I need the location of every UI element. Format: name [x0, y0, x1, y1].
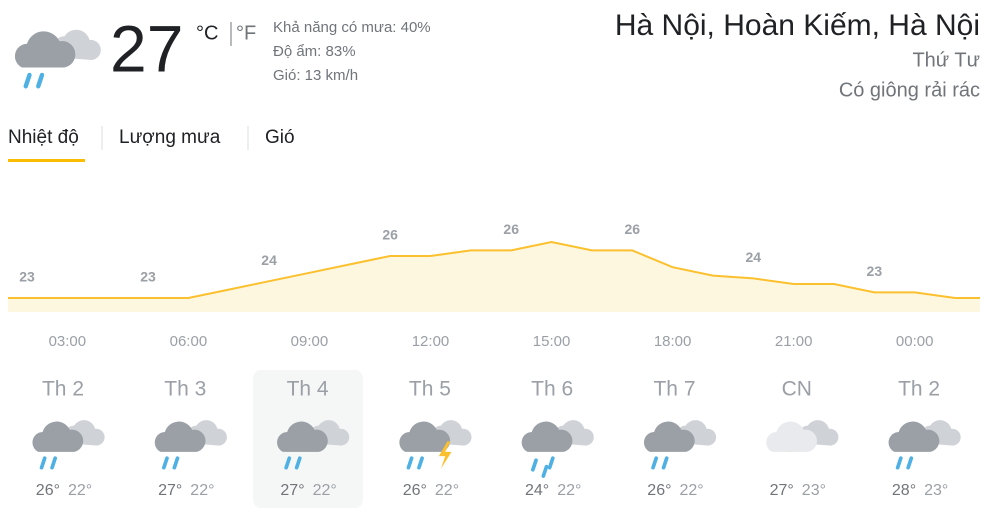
- precipitation: Khả năng có mưa: 40%: [273, 19, 431, 36]
- rain: [895, 456, 903, 470]
- temp-label: 23: [867, 263, 883, 279]
- time-label: 09:00: [291, 333, 329, 350]
- day-high: 28°: [892, 482, 916, 499]
- unit-c[interactable]: °C: [196, 22, 218, 44]
- cloud: [521, 421, 573, 452]
- rain: [23, 72, 32, 89]
- rain: [651, 456, 659, 470]
- day-name: Th 4: [287, 378, 329, 401]
- day-low: 22°: [435, 482, 459, 499]
- temp-label: 23: [140, 269, 156, 285]
- day-name: Th 7: [653, 378, 695, 401]
- day-name: Th 2: [898, 378, 940, 401]
- temp-label: 26: [624, 221, 640, 237]
- day-name: Th 6: [531, 378, 573, 401]
- temperature-line: [27, 240, 956, 299]
- time-label: 06:00: [170, 333, 208, 350]
- cloud: [888, 421, 940, 452]
- rain: [531, 458, 538, 472]
- time-label: 12:00: [412, 333, 450, 350]
- time-label: 21:00: [775, 333, 813, 350]
- day-high: 27°: [158, 482, 182, 499]
- wind: Gió: 13 km/h: [273, 67, 358, 84]
- day-low: 22°: [313, 482, 337, 499]
- temp-label: 24: [261, 252, 277, 268]
- current-temp: 27: [110, 11, 183, 85]
- day-high: 24°: [525, 482, 549, 499]
- day-name: CN: [782, 378, 812, 401]
- temp-label: 26: [382, 227, 398, 243]
- rain: [294, 456, 302, 470]
- current-icon: [14, 29, 101, 89]
- location: Hà Nội, Hoàn Kiếm, Hà Nội: [615, 9, 980, 42]
- cloud: [277, 421, 328, 452]
- rain: [39, 456, 47, 470]
- weather-icon: [277, 420, 350, 470]
- day-name: Th 5: [409, 378, 451, 401]
- tab[interactable]: Nhiệt độ: [8, 127, 79, 148]
- rain: [50, 456, 58, 470]
- day-low: 22°: [557, 482, 581, 499]
- day-low: 23°: [802, 482, 826, 499]
- area-fill: [8, 242, 980, 312]
- rain: [406, 456, 414, 470]
- time-label: 03:00: [49, 333, 87, 350]
- weather-icon: [32, 420, 105, 470]
- rain: [36, 72, 45, 89]
- day-low: 22°: [68, 482, 92, 499]
- day-low: 22°: [190, 482, 214, 499]
- rain: [162, 456, 169, 470]
- humidity: Độ ẩm: 83%: [273, 43, 356, 60]
- rain: [172, 456, 180, 470]
- weather-icon: [399, 420, 472, 470]
- rain: [661, 456, 669, 470]
- day: Thứ Tư: [912, 49, 980, 71]
- weather-icon: [766, 420, 839, 452]
- temp-label: 26: [503, 221, 519, 237]
- rain: [541, 464, 549, 478]
- weather-icon: [14, 29, 101, 89]
- day-low: 22°: [680, 482, 704, 499]
- tab-underline: [8, 159, 85, 162]
- day-name: Th 2: [42, 378, 84, 401]
- rain: [547, 456, 555, 470]
- cloud: [643, 421, 695, 452]
- weather-icon: [154, 420, 227, 470]
- day-high: 26°: [36, 482, 60, 499]
- day-high: 26°: [403, 482, 427, 499]
- time-label: 18:00: [654, 333, 692, 350]
- cloud: [766, 421, 818, 452]
- cloud: [32, 421, 84, 452]
- tab[interactable]: Gió: [265, 127, 295, 148]
- weather-icon: [643, 420, 717, 470]
- cloud: [154, 421, 206, 452]
- weather-icon: [888, 420, 961, 470]
- lightning: [438, 441, 452, 469]
- rain: [417, 456, 424, 470]
- time-label: 00:00: [896, 333, 934, 350]
- rain: [284, 456, 292, 470]
- unit-f[interactable]: °F: [236, 22, 256, 44]
- condition: Có giông rải rác: [839, 79, 980, 101]
- cloud: [14, 31, 76, 68]
- weather-icon: [521, 420, 594, 478]
- temp-label: 23: [19, 269, 35, 285]
- day-high: 27°: [770, 482, 794, 499]
- temp-label: 24: [746, 249, 762, 265]
- day-name: Th 3: [164, 378, 206, 401]
- time-label: 15:00: [533, 333, 571, 350]
- cloud: [399, 421, 451, 452]
- day-high: 27°: [280, 482, 304, 499]
- tab[interactable]: Lượng mưa: [119, 127, 221, 148]
- day-high: 26°: [647, 482, 671, 499]
- day-low: 23°: [924, 482, 948, 499]
- rain: [906, 456, 914, 470]
